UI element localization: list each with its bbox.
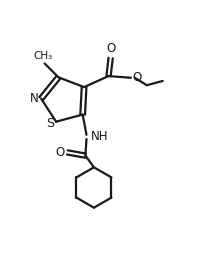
Text: NH: NH bbox=[91, 130, 109, 143]
Text: CH₃: CH₃ bbox=[33, 51, 52, 61]
Text: S: S bbox=[46, 117, 54, 130]
Text: O: O bbox=[55, 146, 65, 159]
Text: O: O bbox=[132, 71, 141, 84]
Text: N: N bbox=[30, 92, 39, 105]
Text: O: O bbox=[106, 42, 115, 55]
